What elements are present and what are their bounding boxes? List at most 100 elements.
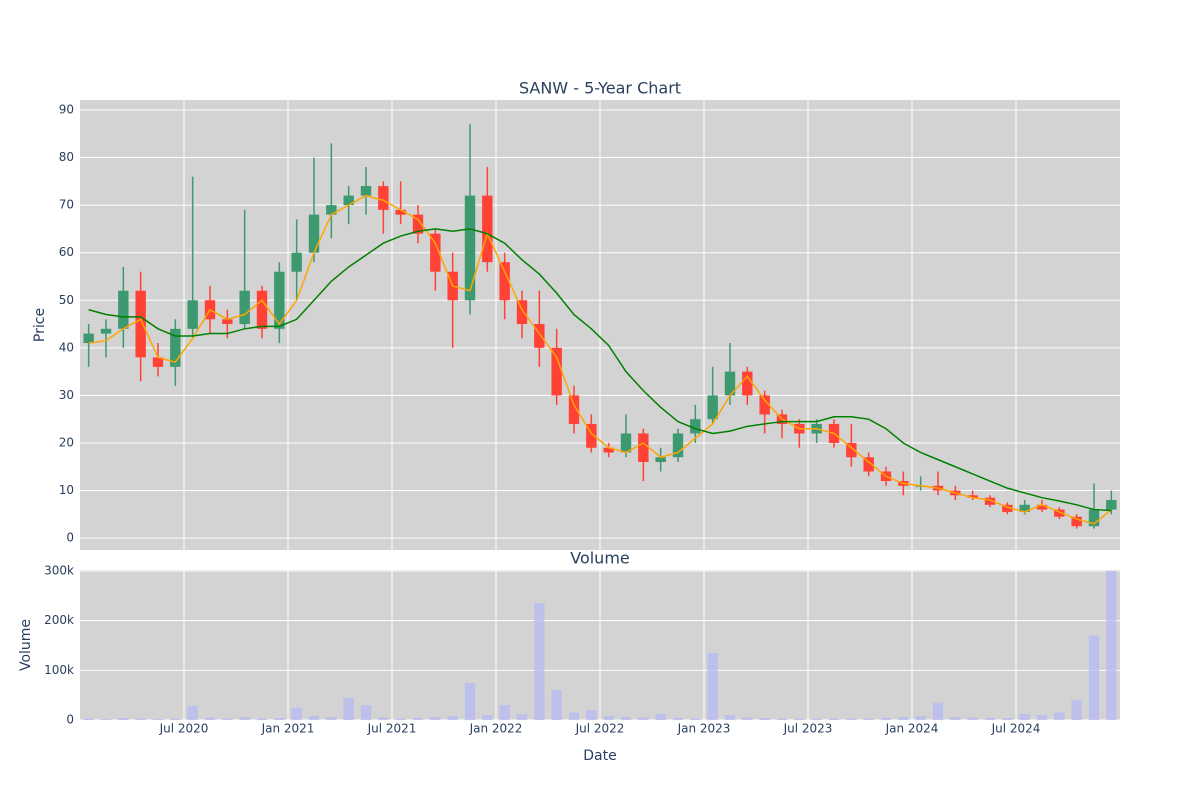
candle-body [724,371,736,396]
y-tick-label: 40 [59,340,74,354]
volume-bar [1019,714,1030,720]
candle-body [1019,504,1030,512]
volume-bar [880,718,892,720]
volume-bar [950,717,961,720]
candle-body [118,290,129,329]
volume-bar [1088,635,1100,720]
candle-body [239,290,250,325]
candle-body [638,433,649,462]
x-tick-label: Jul 2020 [159,722,209,736]
volume-bar [239,717,250,720]
volume-bar [724,715,736,720]
volume-bar [690,718,701,720]
candle-body [1054,509,1065,517]
volume-bar [412,718,424,720]
volume-bar [1002,718,1013,720]
candle-body [603,447,614,453]
candle-body [360,186,372,196]
volume-bar [222,718,233,720]
volume-bar [620,717,632,720]
volume-bar [378,717,389,720]
volume-bar [499,705,510,720]
candle-body [1106,500,1117,510]
candle-body [534,324,545,348]
volume-bar [828,718,840,720]
candle-body [135,290,146,358]
volume-bar [568,712,580,720]
y-tick-label: 30 [59,388,74,402]
candle-body [1036,504,1048,510]
candle-body [586,423,597,448]
volume-bar [135,718,146,720]
candle-body [516,300,528,325]
candle-body [967,495,978,498]
volume-bar [1036,715,1048,720]
candle-body [308,214,320,253]
y-tick-label: 90 [59,102,74,116]
y-tick-label: 20 [59,435,74,449]
candle-body [187,300,198,329]
volume-bar [118,718,129,720]
volume-bar [794,718,805,720]
volume-title: Volume [570,549,630,568]
candle-body [759,395,770,415]
volume-bar [742,717,753,720]
candle-body [690,419,701,434]
candle-body [395,209,406,215]
x-tick-label: Jan 2022 [469,722,523,736]
y-tick-label: 60 [59,245,74,259]
candle-body [499,262,510,301]
y-tick-label: 0 [66,713,74,727]
y-tick-label: 300k [44,563,74,577]
volume-bar [100,719,112,720]
x-tick-label: Jul 2024 [991,722,1041,736]
volume-bar [967,717,978,720]
candle-body [620,433,632,453]
volume-bar [672,718,684,720]
x-tick-label: Jan 2023 [677,722,731,736]
candle-body [846,442,857,458]
candle-body [1071,516,1082,527]
volume-bar [603,716,614,720]
volume-bar [863,718,874,720]
x-tick-label: Jul 2023 [783,722,833,736]
volume-bar [326,717,337,720]
candle-body [100,328,112,334]
volume-bar [204,717,216,720]
y-tick-label: 10 [59,483,74,497]
moving-average-line [88,228,1112,512]
x-tick-label: Jul 2022 [575,722,625,736]
chart-title: SANW - 5-Year Chart [519,79,681,98]
volume-bar [915,716,926,720]
x-tick-label: Jul 2021 [367,722,417,736]
volume-bar [586,710,597,720]
volume-bar [187,706,198,720]
candle-body [568,395,580,424]
y-tick-label: 80 [59,150,74,164]
volume-bar [360,705,372,720]
candle-body [170,328,181,367]
volume-bar [482,715,493,720]
x-tick-label: Jan 2024 [885,722,939,736]
volume-bar [551,690,562,720]
volume-bar [898,717,909,720]
volume-bar [152,719,164,720]
candle-body [742,371,753,396]
candle-body [412,214,424,234]
candle-body [1002,504,1013,512]
candle-body [863,457,874,472]
volume-bar [291,707,302,720]
y-tick-label: 50 [59,293,74,307]
candle-body [464,195,476,301]
price-axis-title: Price [32,308,48,342]
candle-body [1088,509,1100,527]
candle-body [343,195,354,206]
candle-body [83,333,94,344]
y-tick-label: 0 [66,531,74,545]
volume-bar [343,697,354,720]
moving-average-line [88,194,1112,525]
y-tick-label: 200k [44,613,74,627]
x-tick-label: Jan 2021 [261,722,315,736]
volume-bar [655,714,666,720]
